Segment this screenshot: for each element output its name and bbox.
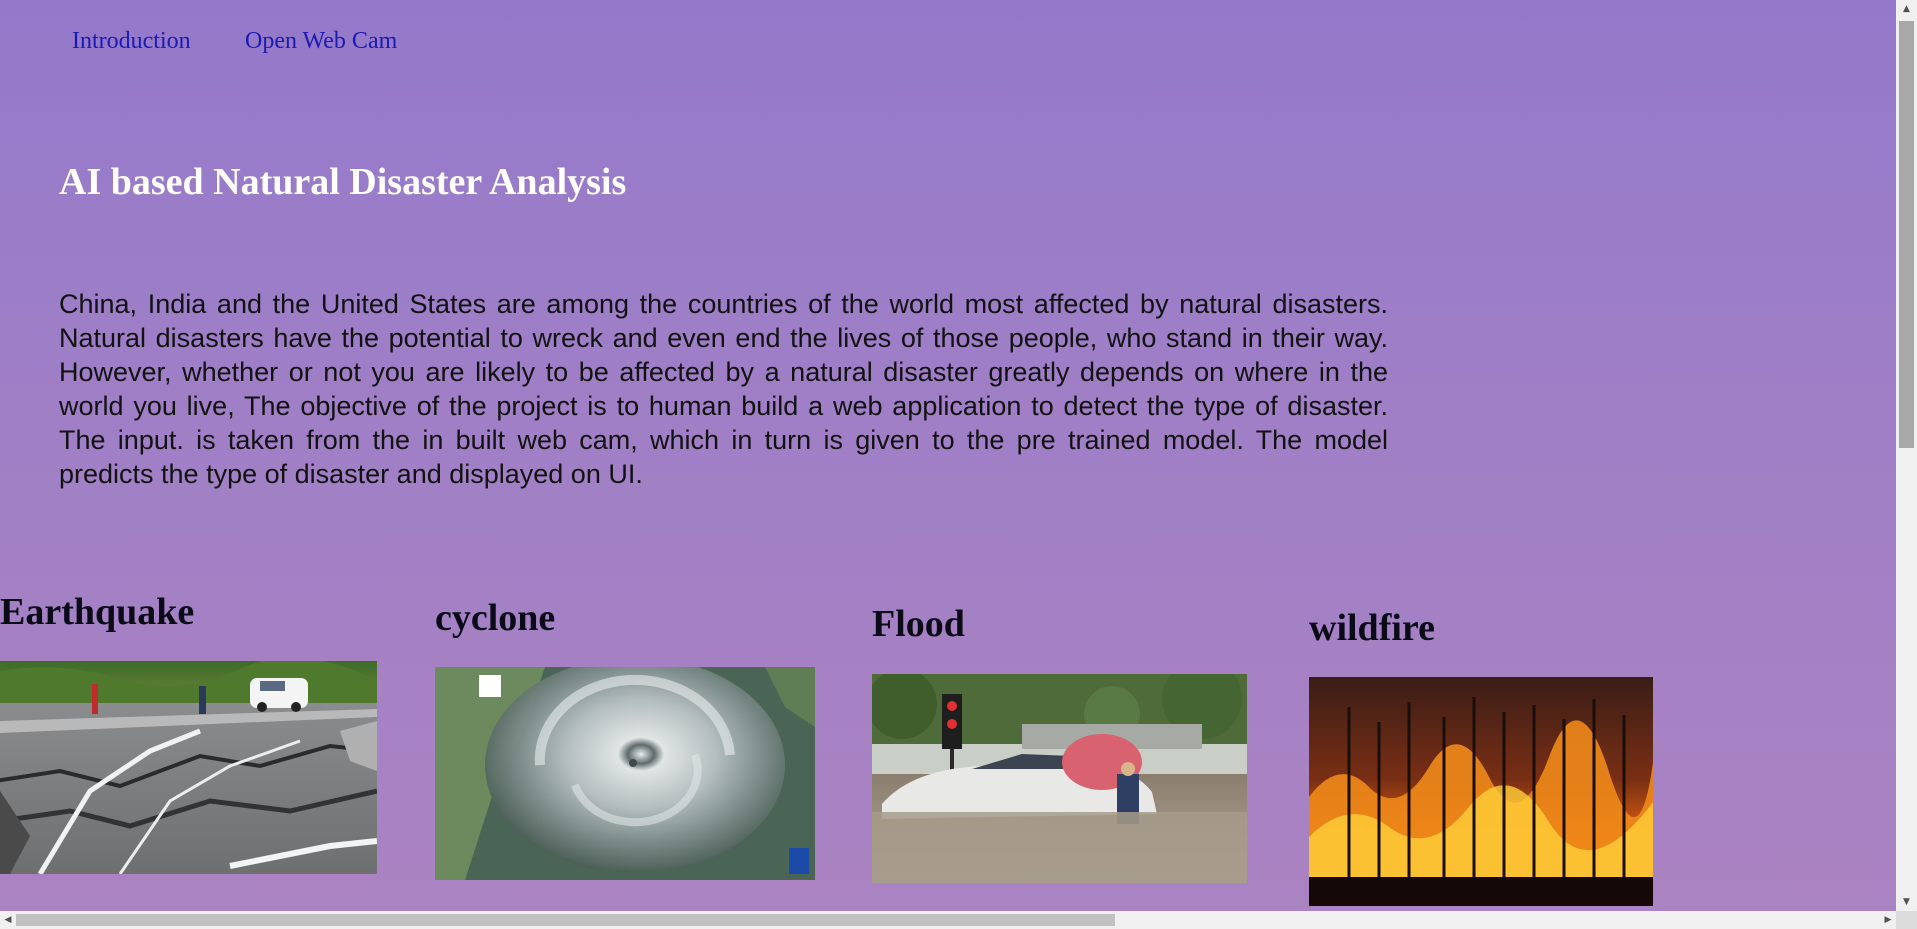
intro-paragraph: China, India and the United States are a… bbox=[59, 289, 1388, 489]
nav-link-introduction[interactable]: Introduction bbox=[72, 28, 191, 54]
wildfire-image bbox=[1309, 677, 1653, 906]
flood-image bbox=[872, 674, 1247, 883]
vertical-scrollbar[interactable]: ▲ ▼ bbox=[1896, 0, 1917, 911]
earthquake-title: Earthquake bbox=[0, 591, 195, 633]
horizontal-scrollbar[interactable]: ◀ ▶ bbox=[0, 911, 1896, 929]
horizontal-scrollbar-thumb[interactable] bbox=[16, 914, 1115, 926]
cyclone-image bbox=[435, 667, 815, 880]
cyclone-title: cyclone bbox=[435, 597, 556, 639]
arrow-left-icon[interactable]: ◀ bbox=[4, 915, 12, 925]
flood-title: Flood bbox=[872, 603, 965, 645]
arrow-down-icon[interactable]: ▼ bbox=[1903, 897, 1910, 907]
vertical-scrollbar-thumb[interactable] bbox=[1899, 21, 1914, 448]
arrow-right-icon[interactable]: ▶ bbox=[1884, 915, 1892, 925]
scrollbar-corner bbox=[1896, 911, 1917, 929]
page-title: AI based Natural Disaster Analysis bbox=[59, 161, 627, 203]
earthquake-image bbox=[0, 661, 377, 874]
arrow-up-icon[interactable]: ▲ bbox=[1903, 4, 1910, 14]
wildfire-title: wildfire bbox=[1309, 607, 1435, 649]
nav-link-open-web-cam[interactable]: Open Web Cam bbox=[245, 28, 398, 54]
